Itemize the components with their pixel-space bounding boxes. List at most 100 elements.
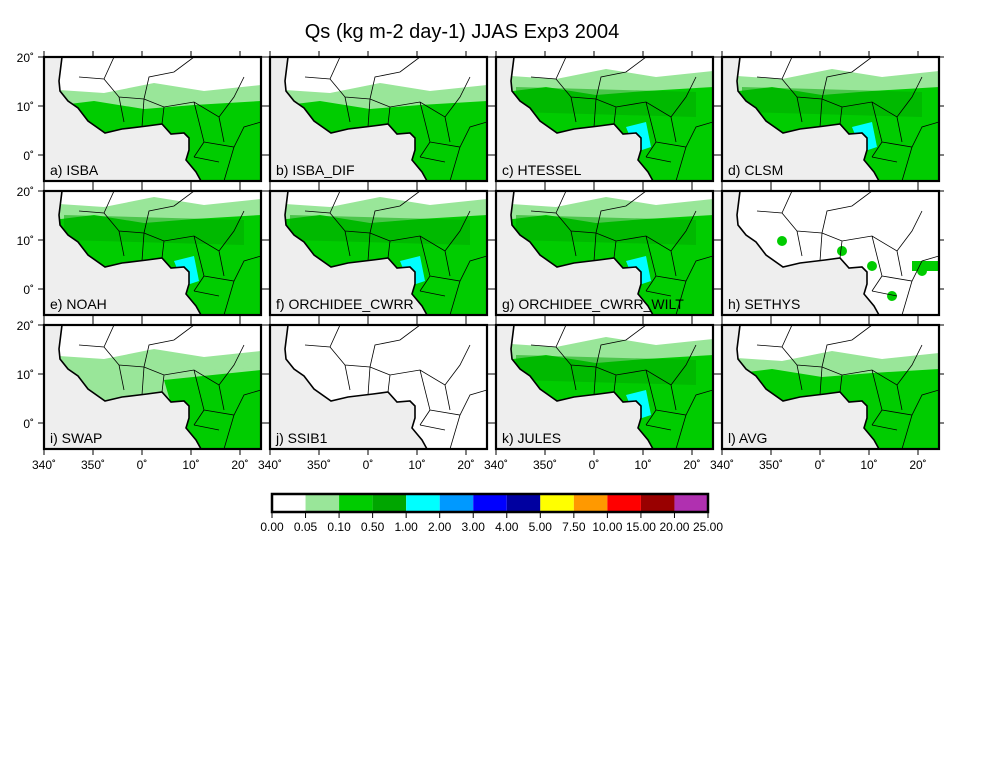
panel-label: i) SWAP bbox=[50, 430, 102, 446]
panel-frame bbox=[42, 189, 263, 317]
colorbar-label: 25.00 bbox=[693, 520, 723, 534]
colorbar-label: 3.00 bbox=[462, 520, 486, 534]
lon-tick-label: 10˚ bbox=[408, 458, 425, 472]
colorbar-swatch bbox=[339, 494, 373, 512]
colorbar-label: 0.10 bbox=[327, 520, 351, 534]
colorbar-swatch bbox=[406, 494, 440, 512]
lon-tick-label: 340˚ bbox=[32, 458, 56, 472]
lat-tick-label: 0˚ bbox=[23, 417, 34, 431]
colorbar-swatch bbox=[640, 494, 675, 512]
colorbar-swatch bbox=[473, 494, 507, 512]
panel-label: e) NOAH bbox=[50, 296, 107, 312]
colorbar-label: 0.00 bbox=[260, 520, 284, 534]
lon-tick-label: 350˚ bbox=[533, 458, 557, 472]
map-panel: j) SSIB1 340˚ 350˚ 0˚ 10˚ 20˚ bbox=[258, 319, 492, 472]
lon-tick-label: 340˚ bbox=[258, 458, 282, 472]
map-panel: f) ORCHIDEE_CWRR bbox=[264, 185, 492, 321]
panel-frame bbox=[42, 323, 263, 451]
lon-tick-label: 10˚ bbox=[634, 458, 651, 472]
colorbar-swatch bbox=[372, 494, 407, 512]
map-panel: d) CLSM bbox=[716, 51, 944, 187]
colorbar-swatch bbox=[540, 494, 574, 512]
lon-tick-label: 20˚ bbox=[231, 458, 248, 472]
colorbar-label: 10.00 bbox=[592, 520, 622, 534]
country-borders bbox=[756, 325, 939, 449]
colorbar-swatch bbox=[674, 494, 708, 512]
panel-label: h) SETHYS bbox=[728, 296, 800, 312]
colorbar: 0.00 0.05 0.10 0.50 1.00 2.00 3.00 4.00 5.00 7.50… bbox=[260, 492, 723, 534]
lon-tick-label: 340˚ bbox=[710, 458, 734, 472]
panel-frame bbox=[494, 323, 715, 451]
lon-tick-label: 20˚ bbox=[457, 458, 474, 472]
map-panel: a) ISBA 20˚ 10˚ 0˚ bbox=[17, 51, 266, 187]
panel-label: l) AVG bbox=[728, 430, 767, 446]
map-panel: k) JULES 340˚ 350˚ 0˚ 10˚ 20˚ bbox=[484, 319, 718, 472]
country-borders bbox=[756, 191, 939, 315]
colorbar-label: 0.05 bbox=[294, 520, 318, 534]
panel-frame bbox=[494, 189, 715, 317]
lon-tick-label: 10˚ bbox=[182, 458, 199, 472]
colorbar-swatch bbox=[439, 494, 474, 512]
panel-label: j) SSIB1 bbox=[275, 430, 328, 446]
colorbar-label: 5.00 bbox=[529, 520, 553, 534]
colorbar-label: 20.00 bbox=[659, 520, 689, 534]
panel-label: f) ORCHIDEE_CWRR bbox=[276, 296, 414, 312]
country-borders bbox=[530, 57, 713, 181]
country-borders bbox=[304, 191, 487, 315]
colorbar-swatch bbox=[272, 494, 306, 512]
panel-frame bbox=[268, 323, 489, 451]
country-borders bbox=[530, 325, 713, 449]
panel-label: g) ORCHIDEE_CWRR_WILT bbox=[502, 296, 684, 312]
colorbar-swatch bbox=[573, 494, 608, 512]
map-panel: c) HTESSEL bbox=[490, 51, 718, 187]
panel-label: a) ISBA bbox=[50, 162, 99, 178]
country-borders bbox=[530, 191, 713, 315]
country-borders bbox=[304, 325, 487, 449]
map-panel: i) SWAP 20˚ 10˚ 0˚ 340˚ 350˚ 0˚ 10˚ 20˚ bbox=[17, 319, 266, 472]
lat-tick-label: 0˚ bbox=[23, 283, 34, 297]
panel-frame bbox=[720, 189, 941, 317]
country-borders bbox=[78, 191, 261, 315]
panel-label: c) HTESSEL bbox=[502, 162, 582, 178]
panel-frame bbox=[42, 55, 263, 183]
panel-frame bbox=[268, 55, 489, 183]
panel-label: k) JULES bbox=[502, 430, 561, 446]
map-panel: e) NOAH 20˚ 10˚ 0˚ bbox=[17, 185, 266, 321]
panel-frame bbox=[268, 189, 489, 317]
panel-label: d) CLSM bbox=[728, 162, 783, 178]
lat-tick-label: 20˚ bbox=[17, 185, 34, 199]
runoff-field bbox=[777, 236, 939, 301]
lon-tick-label: 20˚ bbox=[909, 458, 926, 472]
figure-title: Qs (kg m-2 day-1) JJAS Exp3 2004 bbox=[305, 21, 620, 43]
map-panel: l) AVG 340˚ 350˚ 0˚ 10˚ 20˚ bbox=[710, 319, 944, 472]
panel-label: b) ISBA_DIF bbox=[276, 162, 355, 178]
colorbar-frame bbox=[270, 492, 710, 514]
map-panel: h) SETHYS bbox=[716, 185, 944, 321]
lat-tick-label: 20˚ bbox=[17, 319, 34, 333]
lat-tick-label: 10˚ bbox=[17, 368, 34, 382]
lon-tick-label: 350˚ bbox=[307, 458, 331, 472]
panel-frame bbox=[720, 323, 941, 451]
colorbar-label: 4.00 bbox=[495, 520, 519, 534]
country-borders bbox=[304, 57, 487, 181]
panel-frame bbox=[494, 55, 715, 183]
panel-frame bbox=[720, 55, 941, 183]
lon-tick-label: 340˚ bbox=[484, 458, 508, 472]
lat-tick-label: 10˚ bbox=[17, 100, 34, 114]
colorbar-label: 2.00 bbox=[428, 520, 452, 534]
lon-tick-label: 10˚ bbox=[860, 458, 877, 472]
lon-tick-label: 0˚ bbox=[589, 458, 600, 472]
lon-tick-label: 350˚ bbox=[81, 458, 105, 472]
lon-tick-label: 20˚ bbox=[683, 458, 700, 472]
country-borders bbox=[78, 325, 261, 449]
lat-tick-label: 0˚ bbox=[23, 149, 34, 163]
lon-tick-label: 0˚ bbox=[815, 458, 826, 472]
country-borders bbox=[756, 57, 939, 181]
lon-tick-label: 350˚ bbox=[759, 458, 783, 472]
lon-tick-label: 0˚ bbox=[137, 458, 148, 472]
lat-tick-label: 10˚ bbox=[17, 234, 34, 248]
colorbar-swatch bbox=[607, 494, 641, 512]
colorbar-label: 0.50 bbox=[361, 520, 385, 534]
map-panel: g) ORCHIDEE_CWRR_WILT bbox=[490, 185, 718, 321]
